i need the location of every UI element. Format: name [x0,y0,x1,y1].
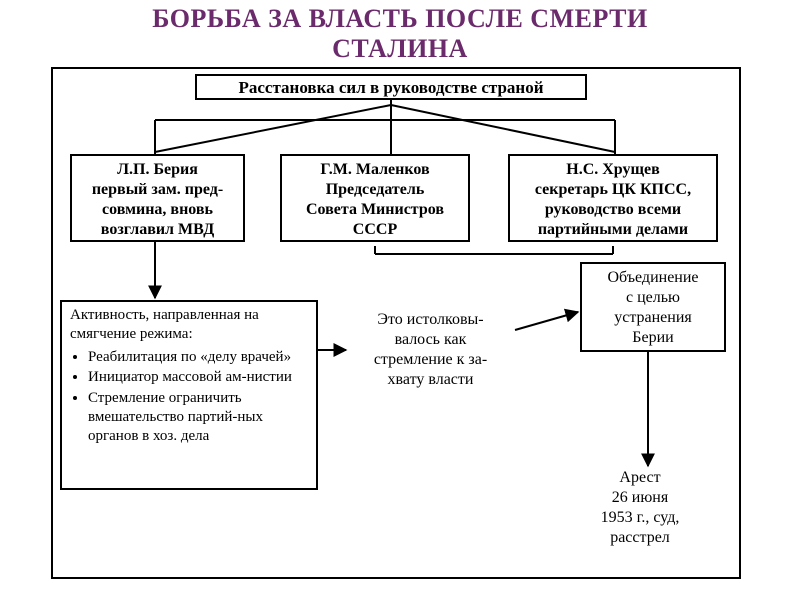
interp-l3: стремление к за- [374,351,487,368]
malenkov-box: Г.М. Маленков Председатель Совета Минист… [280,154,470,242]
root-text: Расстановка сил в руководстве страной [238,78,543,97]
khrushchev-box: Н.С. Хрущев секретарь ЦК КПСС, руководст… [508,154,718,242]
beria-l3: совмина, вновь [102,201,213,218]
interpretation-text: Это истолковы- валось как стремление к з… [348,310,513,390]
activity-heading: Активность, направленная на смягчение ре… [70,306,308,344]
unite-box: Объединение с целью устранения Берии [580,262,726,352]
unite-l4: Берии [632,329,673,346]
activity-b3: Стремление ограничить вмешательство парт… [88,389,308,445]
interp-l1: Это истолковы- [377,311,483,328]
unite-l3: устранения [614,309,692,326]
unite-l1: Объединение [607,269,698,286]
arrest-l4: расстрел [610,529,670,546]
activity-bullets: Реабилитация по «делу врачей» Инициатор … [88,348,308,446]
interp-l4: хвату власти [388,371,474,388]
beria-l1: Л.П. Берия [117,161,198,178]
malenkov-l1: Г.М. Маленков [320,161,429,178]
beria-l4: возглавил МВД [101,221,214,238]
beria-box: Л.П. Берия первый зам. пред- совмина, вн… [70,154,245,242]
root-box: Расстановка сил в руководстве страной [195,74,587,100]
title-line-2: СТАЛИНА [332,34,468,63]
arrest-l2: 26 июня [612,489,668,506]
activity-box: Активность, направленная на смягчение ре… [60,300,318,490]
activity-b2: Инициатор массовой ам-нистии [88,368,308,387]
khrushchev-l4: партийными делами [538,221,688,238]
malenkov-l4: СССР [353,221,397,238]
activity-b1: Реабилитация по «делу врачей» [88,348,308,367]
interp-l2: валось как [395,331,467,348]
arrest-l3: 1953 г., суд, [601,509,680,526]
khrushchev-l3: руководство всеми [545,201,681,218]
unite-l2: с целью [626,289,680,306]
title-line-1: БОРЬБА ЗА ВЛАСТЬ ПОСЛЕ СМЕРТИ [152,4,647,33]
khrushchev-l2: секретарь ЦК КПСС, [535,181,691,198]
page-title: БОРЬБА ЗА ВЛАСТЬ ПОСЛЕ СМЕРТИ СТАЛИНА [0,0,800,64]
malenkov-l2: Председатель [326,181,425,198]
khrushchev-l1: Н.С. Хрущев [566,161,660,178]
arrest-l1: Арест [619,469,660,486]
malenkov-l3: Совета Министров [306,201,444,218]
arrest-text: Арест 26 июня 1953 г., суд, расстрел [570,468,710,548]
beria-l2: первый зам. пред- [92,181,223,198]
